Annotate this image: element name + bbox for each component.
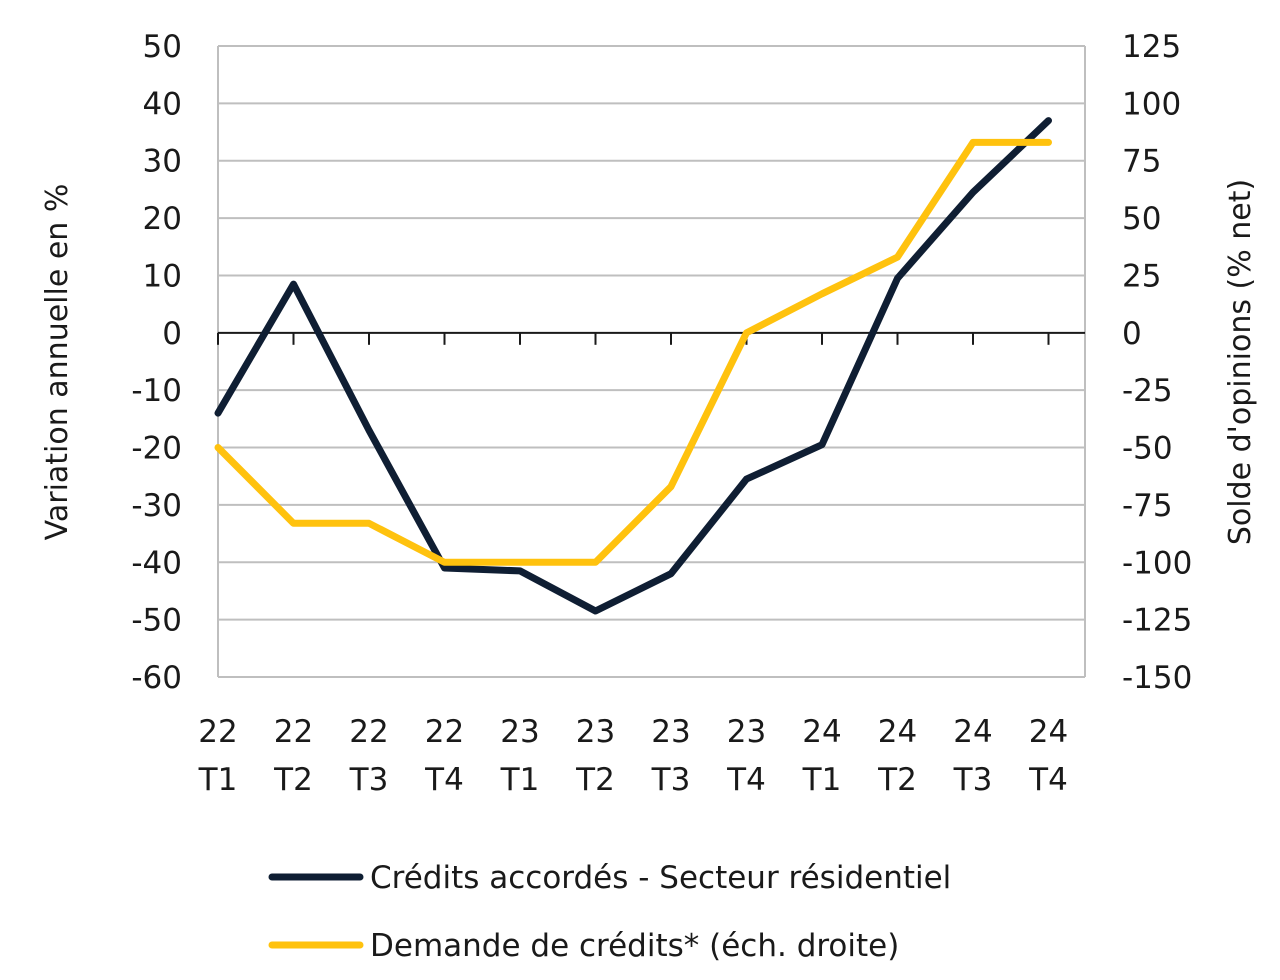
y-tick-label-left: -40 — [131, 545, 182, 581]
x-tick-label-quarter: T2 — [273, 762, 313, 798]
y-tick-label-right: -25 — [1122, 373, 1173, 409]
x-tick-label-year: 22 — [425, 714, 464, 750]
x-tick-label-year: 24 — [878, 714, 917, 750]
left-y-tick-labels: 50 40 30 20 10 0 -10 -20 -30 -40 -50 -60 — [131, 29, 182, 696]
y-tick-label-right: -50 — [1122, 431, 1173, 467]
x-tick-labels: 22 T1 22 T2 22 T3 22 T4 23 T1 23 T2 23 T3 23 T4 24 T1 24 T2… — [198, 714, 1069, 798]
x-tick-label-year: 23 — [576, 714, 615, 750]
x-tick-label-quarter: T1 — [500, 762, 540, 798]
right-y-axis-title: Solde d'opinions (% net) — [1223, 179, 1258, 545]
y-tick-label-left: -20 — [131, 431, 182, 467]
y-tick-label-left: -30 — [131, 488, 182, 524]
x-tick-label-quarter: T2 — [575, 762, 615, 798]
y-tick-label-right: -125 — [1122, 603, 1192, 639]
x-tick-label-year: 23 — [727, 714, 766, 750]
x-tick-label-quarter: T4 — [726, 762, 766, 798]
y-tick-label-left: 30 — [143, 144, 182, 180]
legend-label-demande: Demande de crédits* (éch. droite) — [370, 928, 899, 964]
x-tick-label-quarter: T4 — [424, 762, 464, 798]
y-tick-label-left: -50 — [131, 603, 182, 639]
axes — [217, 46, 1086, 677]
x-tick-label-quarter: T3 — [651, 762, 691, 798]
y-tick-label-right: 50 — [1122, 201, 1161, 237]
x-tick-label-quarter: T1 — [198, 762, 238, 798]
legend-label-credits: Crédits accordés - Secteur résidentiel — [370, 860, 951, 896]
gridlines — [218, 45, 1085, 678]
y-tick-label-left: 10 — [143, 258, 182, 294]
series-line-demande — [214, 138, 1052, 566]
x-tick-label-year: 23 — [500, 714, 539, 750]
x-tick-label-year: 22 — [274, 714, 313, 750]
x-tick-label-year: 24 — [802, 714, 841, 750]
y-tick-label-right: 25 — [1122, 258, 1161, 294]
x-tick-label-quarter: T2 — [877, 762, 917, 798]
y-tick-label-right: 125 — [1122, 29, 1181, 65]
x-tick-label-year: 24 — [1029, 714, 1068, 750]
y-tick-label-left: 40 — [143, 86, 182, 122]
x-tick-label-year: 24 — [953, 714, 992, 750]
y-tick-label-right: 0 — [1122, 316, 1142, 352]
legend-item-credits: Crédits accordés - Secteur résidentiel — [268, 860, 951, 896]
y-tick-label-left: 20 — [143, 201, 182, 237]
x-tick-label-quarter: T3 — [953, 762, 993, 798]
x-tick-label-year: 22 — [349, 714, 388, 750]
left-y-axis-title: Variation annuelle en % — [40, 184, 75, 541]
x-tick-label-quarter: T3 — [349, 762, 389, 798]
x-tick-label-year: 22 — [198, 714, 237, 750]
y-tick-label-left: -60 — [131, 660, 182, 696]
y-tick-label-right: 75 — [1122, 144, 1161, 180]
right-y-tick-labels: 125 100 75 50 25 0 -25 -50 -75 -100 -125 -150 — [1122, 29, 1192, 696]
legend-item-demande: Demande de crédits* (éch. droite) — [268, 928, 899, 964]
y-tick-label-right: -150 — [1122, 660, 1192, 696]
x-tick-label-quarter: T1 — [802, 762, 842, 798]
legend: Crédits accordés - Secteur résidentiel D… — [268, 860, 951, 964]
y-tick-label-right: -100 — [1122, 545, 1192, 581]
series-line-credits — [214, 117, 1052, 615]
x-tick-label-year: 23 — [651, 714, 690, 750]
y-tick-label-left: -10 — [131, 373, 182, 409]
y-tick-label-left: 50 — [143, 29, 182, 65]
x-tick-label-quarter: T4 — [1028, 762, 1068, 798]
y-tick-label-right: -75 — [1122, 488, 1173, 524]
y-tick-label-right: 100 — [1122, 86, 1181, 122]
y-tick-label-left: 0 — [162, 316, 182, 352]
series-lines — [214, 117, 1052, 615]
